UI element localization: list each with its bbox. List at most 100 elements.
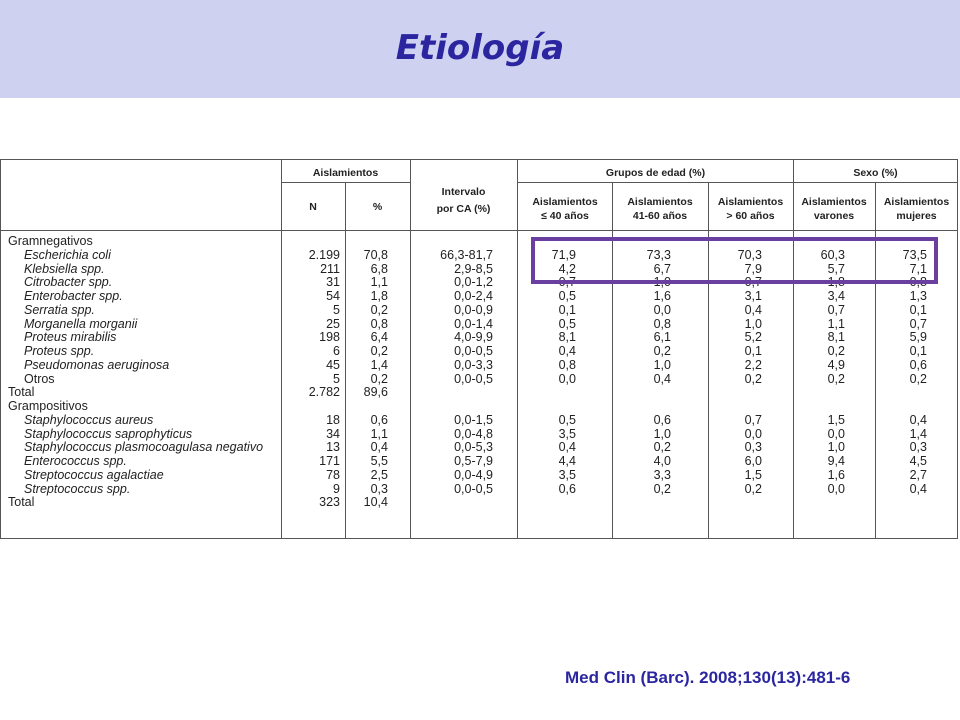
cell-pct: 0,4 — [370, 440, 388, 455]
cell-n: 25 — [326, 316, 340, 331]
cell-ci: 0,0-3,3 — [454, 357, 493, 372]
cell-a2: 73,3 — [646, 247, 671, 262]
table-right-border — [957, 159, 958, 539]
cell-a2: 1,0 — [653, 426, 671, 441]
cell-m: 0,7 — [909, 316, 927, 331]
header-aislamientos: Aislamientos — [312, 167, 379, 179]
header-age3-line2: > 60 años — [726, 210, 775, 222]
header-intervalo-2: por CA (%) — [436, 203, 491, 215]
row-label: Otros — [24, 371, 55, 386]
cell-a3: 0,0 — [744, 426, 762, 441]
cell-a2: 4,0 — [653, 454, 671, 468]
highlight-box — [531, 237, 938, 284]
col-divider-label — [281, 159, 282, 539]
row-label: Streptococcus agalactiae — [24, 467, 164, 482]
cell-ci: 0,0-1,5 — [454, 412, 493, 427]
row-label: Total — [8, 495, 35, 510]
cell-a1: 0,5 — [558, 412, 576, 427]
cell-a2: 0,6 — [653, 412, 671, 427]
cell-ci: 2,9-8,5 — [454, 261, 493, 276]
cell-m: 0,6 — [909, 357, 927, 372]
cell-pct: 1,1 — [370, 426, 388, 441]
cell-ci: 0,0-2,4 — [454, 289, 493, 303]
row-label: Gramnegativos — [8, 234, 93, 248]
cell-v: 5,7 — [827, 261, 845, 276]
cell-a3: 0,1 — [744, 344, 762, 358]
cell-m: 5,9 — [909, 330, 927, 345]
cell-m: 0,3 — [909, 440, 927, 455]
cell-a3: 0,2 — [744, 481, 762, 496]
cell-a3: 0,7 — [744, 412, 762, 427]
cell-ci: 0,0-1,4 — [454, 316, 493, 331]
cell-a3: 70,3 — [737, 247, 762, 262]
cell-v: 0,2 — [827, 344, 845, 358]
cell-v: 1,6 — [827, 467, 845, 482]
row-label: Staphylococcus aureus — [24, 412, 154, 427]
cell-n: 54 — [326, 289, 340, 303]
cell-ci: 0,0-4,8 — [454, 426, 493, 441]
cell-pct: 0,2 — [370, 371, 388, 386]
cell-n: 45 — [326, 357, 340, 372]
cell-v: 3,4 — [827, 289, 845, 303]
grupos-subheader-border — [518, 182, 958, 183]
cell-n: 171 — [319, 454, 340, 468]
row-label: Enterococcus spp. — [24, 454, 127, 468]
cell-a2: 1,0 — [653, 357, 671, 372]
cell-pct: 2,5 — [370, 467, 388, 482]
cell-ci: 66,3-81,7 — [440, 247, 493, 262]
cell-v: 8,1 — [827, 330, 845, 345]
header-age2-line2: 41-60 años — [632, 210, 688, 222]
cell-v: 0,0 — [827, 426, 845, 441]
cell-pct: 0,2 — [370, 344, 388, 358]
cell-a1: 0,0 — [558, 371, 576, 386]
col-divider-pct — [410, 159, 411, 539]
header-age1-line1: Aislamientos — [532, 196, 598, 208]
row-label: Staphylococcus saprophyticus — [24, 426, 193, 441]
cell-ci: 0,0-5,3 — [454, 440, 493, 455]
row-label: Grampositivos — [8, 399, 88, 413]
cell-n: 211 — [320, 261, 340, 276]
row-label: Morganella morganii — [24, 316, 138, 331]
cell-a1: 0,1 — [558, 302, 576, 317]
cell-a1: 3,5 — [558, 426, 576, 441]
table-top-border — [0, 159, 958, 160]
cell-pct: 70,8 — [363, 247, 388, 262]
header-sex1-line1: Aislamientos — [801, 196, 867, 208]
cell-a3: 1,0 — [744, 316, 762, 331]
row-label: Klebsiella spp. — [24, 261, 105, 276]
row-label: Streptococcus spp. — [24, 481, 131, 496]
cell-a2: 3,3 — [653, 467, 671, 482]
cell-n: 18 — [326, 412, 340, 427]
cell-v: 1,1 — [827, 316, 845, 331]
cell-m: 1,3 — [909, 289, 927, 303]
cell-a3: 0,3 — [744, 440, 762, 455]
etiology-table: Aislamientos N % Intervalo por CA (%) Gr… — [0, 159, 958, 539]
cell-m: 4,5 — [909, 454, 927, 468]
cell-a1: 0,4 — [558, 440, 576, 455]
cell-n: 323 — [319, 495, 340, 510]
cell-v: 1,0 — [827, 440, 845, 455]
col-divider-n — [345, 182, 346, 539]
cell-a1: 0,5 — [558, 316, 576, 331]
cell-a1: 0,8 — [558, 357, 576, 372]
header-grupos-edad: Grupos de edad (%) — [605, 167, 706, 179]
cell-pct: 89,6 — [363, 385, 388, 400]
cell-pct: 0,6 — [370, 412, 388, 427]
page-title: Etiología — [395, 28, 565, 68]
header-sex1-line2: varones — [813, 210, 855, 222]
cell-a1: 8,1 — [558, 330, 576, 345]
cell-v: 1,5 — [827, 412, 845, 427]
header-bottom-border — [0, 230, 958, 231]
cell-pct: 6,4 — [370, 330, 388, 345]
cell-n: 2.199 — [308, 247, 340, 262]
cell-n: 9 — [333, 481, 340, 496]
cell-a3: 5,2 — [744, 330, 762, 345]
cell-a1: 4,2 — [558, 261, 576, 276]
cell-pct: 0,2 — [370, 302, 388, 317]
header-n: N — [309, 201, 317, 213]
cell-v: 4,9 — [827, 357, 845, 372]
row-label: Citrobacter spp. — [24, 275, 113, 290]
header-intervalo-1: Intervalo — [441, 186, 486, 198]
cell-v: 60,3 — [820, 247, 845, 262]
cell-a3: 0,2 — [744, 371, 762, 386]
